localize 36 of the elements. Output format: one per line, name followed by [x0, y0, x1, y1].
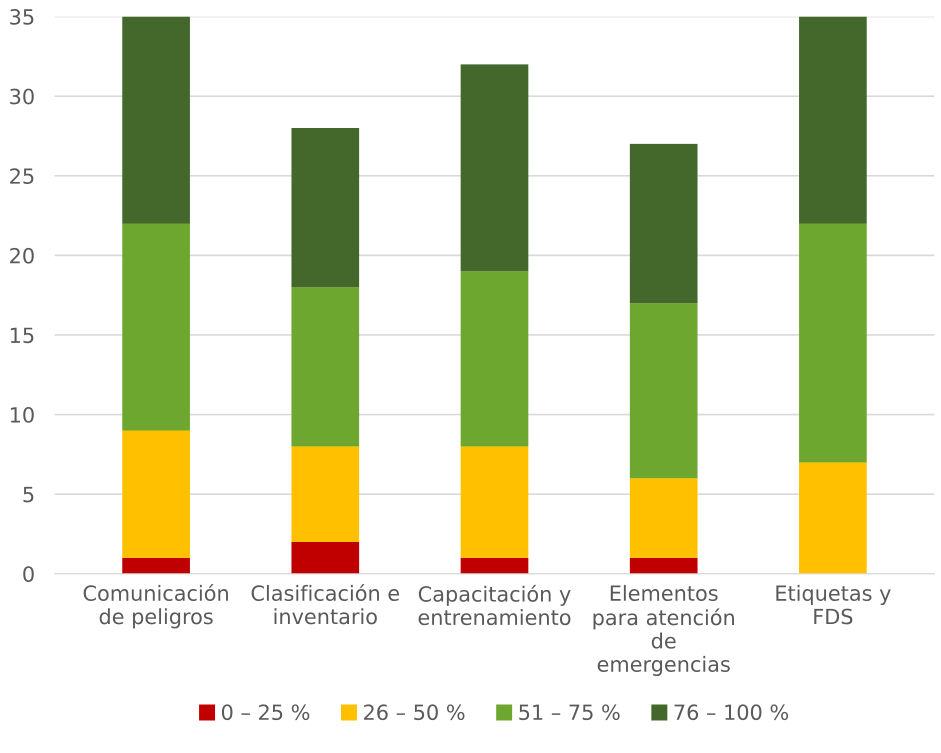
- bar: [460, 558, 528, 574]
- y-tick-label: 10: [10, 407, 34, 423]
- legend-label: 26 – 50 %: [364, 704, 464, 720]
- y-tick-label: 5: [23, 486, 34, 502]
- bar: [799, 16, 867, 224]
- bar: [291, 542, 360, 574]
- y-tick-label: 25: [10, 168, 34, 184]
- x-tick-label: Comunicación de peligros: [84, 584, 228, 628]
- bar: [291, 128, 360, 288]
- legend-label: 51 – 75 %: [519, 704, 620, 720]
- bar: [630, 303, 698, 478]
- bar: [630, 478, 698, 558]
- bar: [291, 287, 360, 446]
- x-tick-label: Clasificación e inventario: [252, 584, 400, 624]
- bar: [122, 430, 190, 558]
- bar: [122, 16, 190, 224]
- x-tick-label: Elementos para atención de emergencias: [594, 584, 734, 676]
- legend-label: 76 – 100 %: [674, 704, 788, 720]
- legend-label: 0 – 25 %: [222, 704, 310, 720]
- y-tick-label: 15: [10, 328, 34, 344]
- y-tick-label: 20: [10, 248, 34, 264]
- y-tick-label: 35: [10, 9, 34, 25]
- y-tick-label: 0: [23, 566, 34, 582]
- bar: [460, 446, 528, 558]
- x-tick-label: Capacitación y entrenamiento: [418, 584, 571, 626]
- y-tick-label: 30: [10, 88, 34, 104]
- x-tick-label: Etiquetas y FDS: [776, 584, 891, 624]
- bar: [799, 462, 867, 574]
- bar: [799, 224, 867, 462]
- bar: [460, 271, 528, 446]
- bar: [291, 446, 360, 542]
- bar: [122, 558, 190, 574]
- bar: [460, 64, 528, 272]
- bar: [630, 558, 698, 574]
- bar: [630, 144, 698, 304]
- bar: [122, 224, 190, 430]
